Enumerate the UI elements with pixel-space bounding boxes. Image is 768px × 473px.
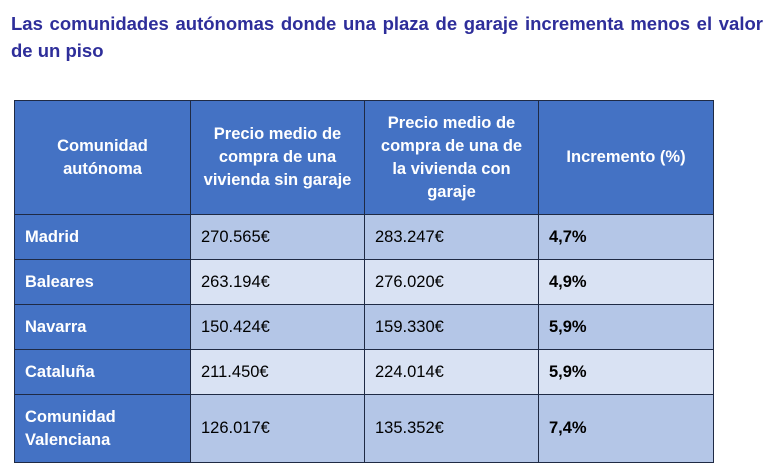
table-row: Madrid 270.565€ 283.247€ 4,7% [14, 214, 714, 260]
incremento-cell: 4,9% [538, 259, 714, 305]
incremento-cell: 4,7% [538, 214, 714, 260]
price-con-garaje-cell: 159.330€ [364, 304, 539, 350]
price-sin-garaje-cell: 263.194€ [190, 259, 365, 305]
price-con-garaje-cell: 283.247€ [364, 214, 539, 260]
table-row: Comunidad Valenciana 126.017€ 135.352€ 7… [14, 394, 714, 463]
table-header-row: Comunidad autónoma Precio medio de compr… [14, 100, 714, 215]
region-cell: Cataluña [14, 349, 191, 395]
table-row: Cataluña 211.450€ 224.014€ 5,9% [14, 349, 714, 395]
price-con-garaje-cell: 224.014€ [364, 349, 539, 395]
price-con-garaje-cell: 135.352€ [364, 394, 539, 463]
header-incremento: Incremento (%) [538, 100, 714, 215]
price-table: Comunidad autónoma Precio medio de compr… [14, 100, 714, 463]
incremento-cell: 7,4% [538, 394, 714, 463]
table-row: Baleares 263.194€ 276.020€ 4,9% [14, 259, 714, 305]
document-title: Las comunidades autónomas donde una plaz… [11, 13, 763, 61]
region-cell: Baleares [14, 259, 191, 305]
price-sin-garaje-cell: 126.017€ [190, 394, 365, 463]
incremento-cell: 5,9% [538, 304, 714, 350]
header-comunidad: Comunidad autónoma [14, 100, 191, 215]
price-sin-garaje-cell: 150.424€ [190, 304, 365, 350]
price-con-garaje-cell: 276.020€ [364, 259, 539, 305]
region-cell: Navarra [14, 304, 191, 350]
price-sin-garaje-cell: 270.565€ [190, 214, 365, 260]
region-cell: Madrid [14, 214, 191, 260]
price-sin-garaje-cell: 211.450€ [190, 349, 365, 395]
header-precio-con-garaje: Precio medio de compra de una de la vivi… [364, 100, 539, 215]
incremento-cell: 5,9% [538, 349, 714, 395]
header-precio-sin-garaje: Precio medio de compra de una vivienda s… [190, 100, 365, 215]
table-row: Navarra 150.424€ 159.330€ 5,9% [14, 304, 714, 350]
region-cell: Comunidad Valenciana [14, 394, 191, 463]
